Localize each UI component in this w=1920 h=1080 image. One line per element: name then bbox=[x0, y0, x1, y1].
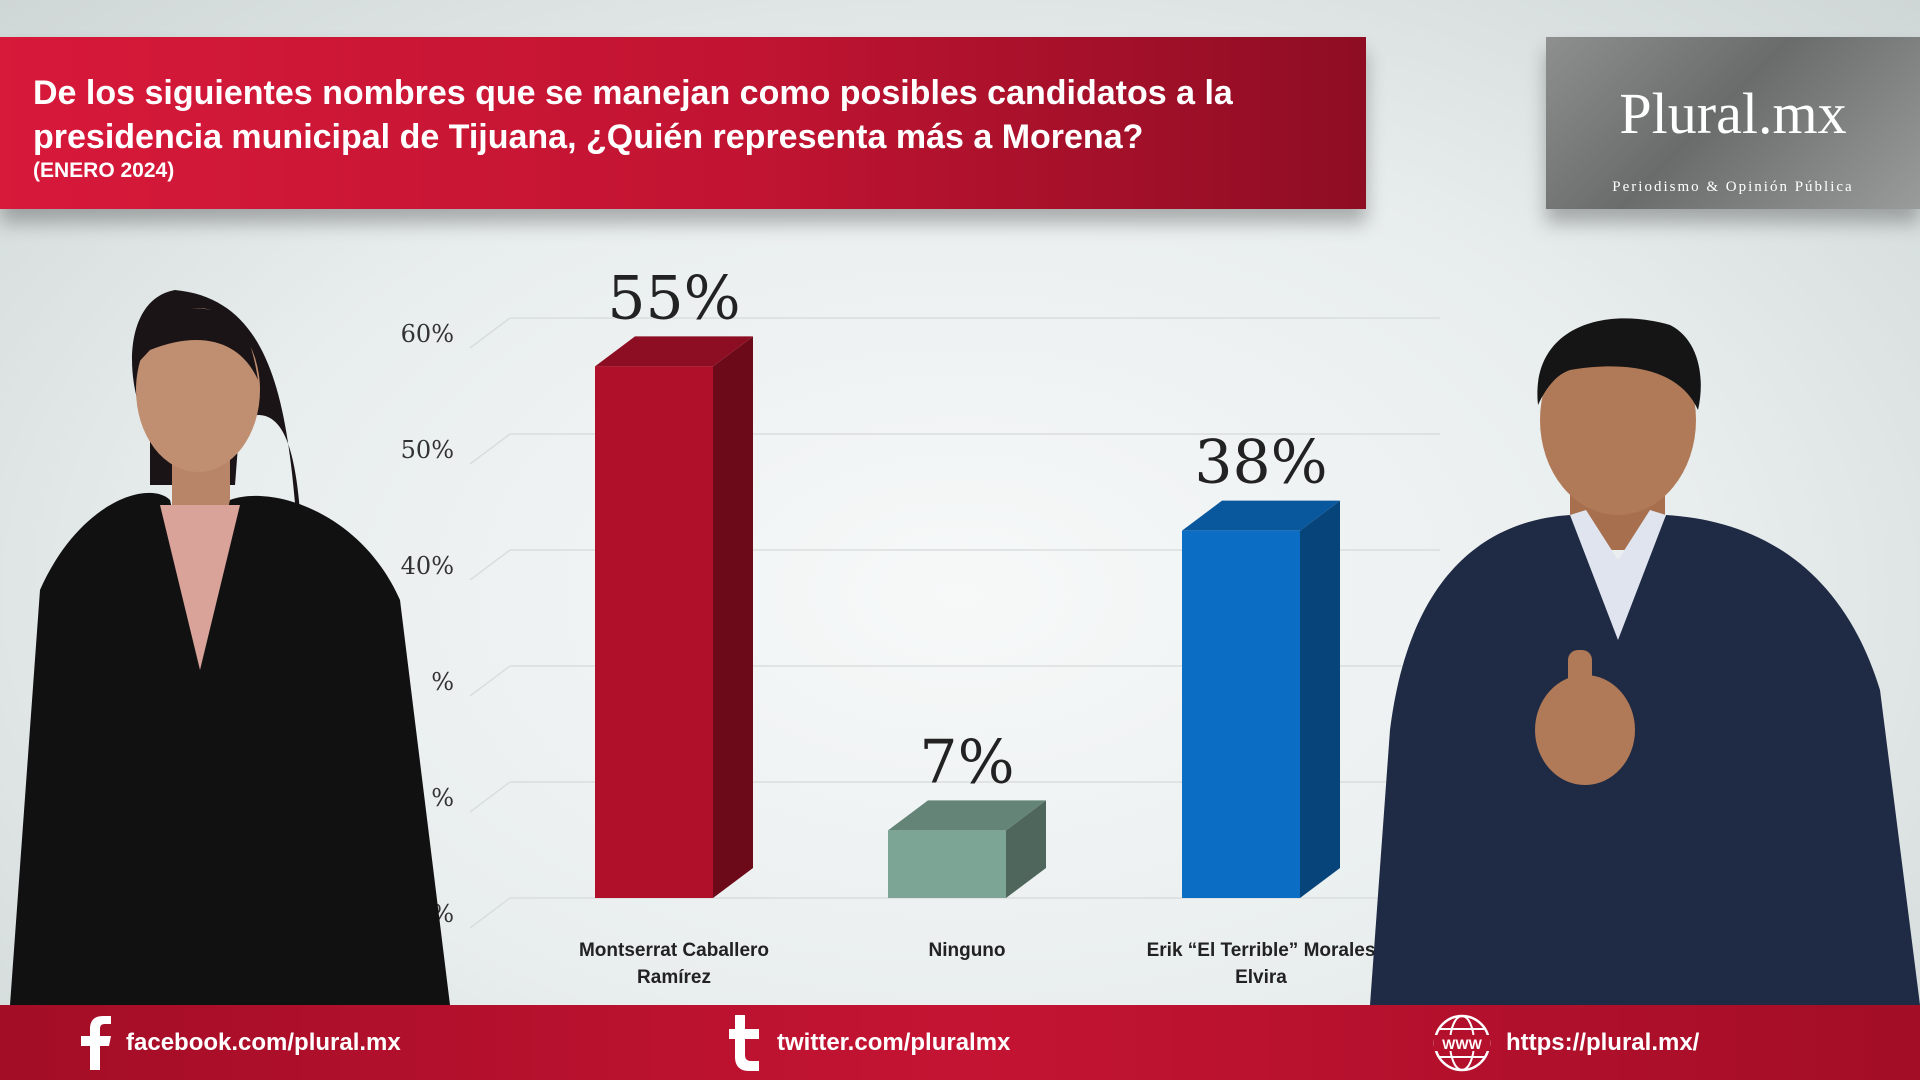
website-link[interactable]: WWW https://plural.mx/ bbox=[1432, 1005, 1699, 1080]
candidate-photo-montserrat bbox=[10, 290, 450, 1005]
bar bbox=[888, 830, 1006, 898]
website-text: https://plural.mx/ bbox=[1506, 1028, 1700, 1056]
category-label: Ninguno bbox=[928, 940, 1005, 961]
footer-bar: facebook.com/plural.mx twitter.com/plura… bbox=[0, 1005, 1920, 1080]
bar-top bbox=[1182, 500, 1340, 531]
data-label: 38% bbox=[1194, 428, 1327, 498]
logo-tagline: Periodismo & Opinión Pública bbox=[1612, 179, 1854, 195]
y-tick-label: 40% bbox=[401, 552, 454, 580]
bar bbox=[595, 366, 713, 898]
bar-side bbox=[713, 336, 753, 898]
data-label: 7% bbox=[919, 727, 1014, 797]
gridline-diagonal bbox=[469, 317, 511, 349]
twitter-icon bbox=[727, 1014, 763, 1071]
y-tick-label: 50% bbox=[401, 436, 454, 464]
bar-top bbox=[595, 336, 753, 367]
bar-side bbox=[1006, 800, 1046, 898]
bar bbox=[1182, 530, 1300, 898]
facebook-text: facebook.com/plural.mx bbox=[126, 1028, 401, 1056]
chart-subtitle: (ENERO 2024) bbox=[33, 159, 175, 182]
gridline-diagonal bbox=[469, 433, 511, 465]
facebook-icon bbox=[78, 1015, 112, 1070]
gridline-diagonal bbox=[469, 781, 511, 813]
data-label: 55% bbox=[607, 263, 740, 333]
plural-logo: Plural.mx Periodismo & Opinión Pública bbox=[1546, 37, 1920, 209]
y-tick-label: % bbox=[431, 668, 454, 696]
gridline-diagonal bbox=[469, 665, 511, 697]
gridline-diagonal bbox=[469, 549, 511, 581]
category-label: Erik “El Terrible” Morales Elvira bbox=[1147, 940, 1376, 988]
bar-top bbox=[888, 800, 1046, 831]
y-tick-label: % bbox=[431, 784, 454, 812]
facebook-link[interactable]: facebook.com/plural.mx bbox=[78, 1005, 401, 1080]
category-label: Montserrat Caballero Ramírez bbox=[579, 940, 769, 988]
chart-title: De los siguientes nombres que se manejan… bbox=[33, 74, 1233, 156]
svg-text:WWW: WWW bbox=[1442, 1036, 1482, 1052]
y-tick-label: 60% bbox=[401, 320, 454, 348]
candidate-photo-erik bbox=[1370, 318, 1920, 1005]
twitter-text: twitter.com/pluralmx bbox=[777, 1028, 1011, 1056]
twitter-link[interactable]: twitter.com/pluralmx bbox=[727, 1005, 1010, 1080]
bar-side bbox=[1300, 500, 1340, 898]
title-banner: De los siguientes nombres que se manejan… bbox=[0, 37, 1366, 209]
gridline-diagonal bbox=[469, 897, 511, 929]
globe-www-icon: WWW bbox=[1432, 1013, 1492, 1073]
logo-name: Plural.mx bbox=[1619, 81, 1847, 146]
